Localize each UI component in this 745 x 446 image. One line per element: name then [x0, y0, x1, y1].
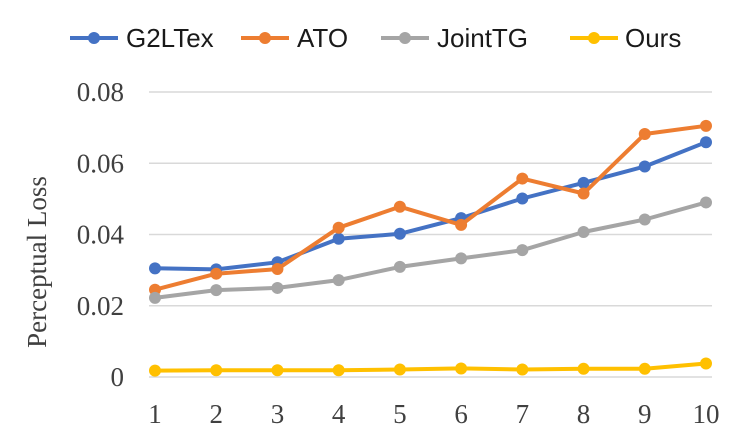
series-g2ltex: [149, 136, 712, 276]
data-point: [393, 227, 406, 240]
legend-item: JointTG: [381, 23, 528, 53]
data-point: [332, 232, 345, 245]
data-point: [455, 252, 468, 265]
x-tick-label: 5: [393, 399, 407, 429]
y-tick-label: 0.04: [77, 220, 125, 250]
legend-item: G2LTex: [70, 23, 214, 53]
data-point: [332, 364, 345, 377]
series-group: [149, 119, 712, 377]
data-point: [149, 291, 161, 304]
data-point: [700, 196, 712, 209]
data-point: [516, 244, 529, 257]
legend-marker: [259, 32, 271, 44]
data-point: [516, 192, 529, 205]
x-axis-ticks: 1 2 3 4 5 6 7 8 9 10: [148, 399, 719, 429]
legend-label: JointTG: [437, 23, 528, 53]
data-point: [577, 176, 590, 189]
series-line: [153, 361, 708, 373]
x-tick-label: 3: [271, 399, 285, 429]
y-tick-label: 0.02: [77, 291, 124, 321]
legend: G2LTex ATO JointTG Ours: [70, 23, 681, 53]
data-point: [393, 200, 406, 213]
data-point: [638, 128, 651, 141]
data-point: [516, 172, 529, 185]
series-line: [153, 140, 708, 272]
y-tick-label: 0.06: [77, 148, 124, 178]
data-point: [516, 363, 529, 376]
series-ours: [149, 357, 712, 377]
y-tick-label: 0.08: [77, 77, 124, 107]
data-point: [332, 274, 345, 287]
x-tick-label: 4: [332, 399, 346, 429]
series-jointtg: [149, 196, 712, 304]
y-axis-ticks: 0 0.02 0.04 0.06 0.08: [77, 77, 125, 392]
data-point: [271, 281, 284, 294]
legend-marker: [588, 32, 600, 44]
x-tick-label: 2: [209, 399, 223, 429]
legend-item: Ours: [570, 23, 681, 53]
data-point: [332, 221, 345, 234]
y-axis-title: Perceptual Loss: [22, 176, 52, 348]
data-point: [638, 213, 651, 226]
x-tick-label: 10: [693, 399, 720, 429]
y-tick-label: 0: [111, 362, 125, 392]
data-point: [210, 364, 223, 377]
data-point: [149, 364, 161, 377]
data-point: [700, 136, 712, 149]
data-point: [700, 357, 712, 370]
data-point: [638, 160, 651, 173]
data-point: [393, 260, 406, 273]
x-tick-label: 9: [638, 399, 652, 429]
data-point: [393, 363, 406, 376]
legend-label: Ours: [625, 23, 681, 53]
legend-label: G2LTex: [126, 23, 214, 53]
data-point: [455, 362, 468, 375]
data-point: [455, 218, 468, 231]
x-tick-label: 1: [148, 399, 162, 429]
data-point: [210, 267, 223, 280]
data-point: [271, 263, 284, 276]
series-line: [153, 123, 708, 292]
series-ato: [149, 119, 712, 296]
data-point: [577, 187, 590, 200]
legend-label: ATO: [297, 23, 348, 53]
data-point: [638, 362, 651, 375]
x-tick-label: 7: [516, 399, 530, 429]
legend-marker: [88, 32, 100, 44]
gridlines: [149, 91, 712, 378]
x-tick-label: 8: [577, 399, 591, 429]
x-tick-label: 6: [454, 399, 468, 429]
data-point: [577, 362, 590, 375]
legend-marker: [399, 32, 411, 44]
data-point: [577, 226, 590, 239]
legend-item: ATO: [241, 23, 348, 53]
data-point: [210, 284, 223, 297]
series-line: [153, 200, 708, 300]
data-point: [271, 364, 284, 377]
data-point: [149, 262, 161, 275]
data-point: [700, 119, 712, 132]
